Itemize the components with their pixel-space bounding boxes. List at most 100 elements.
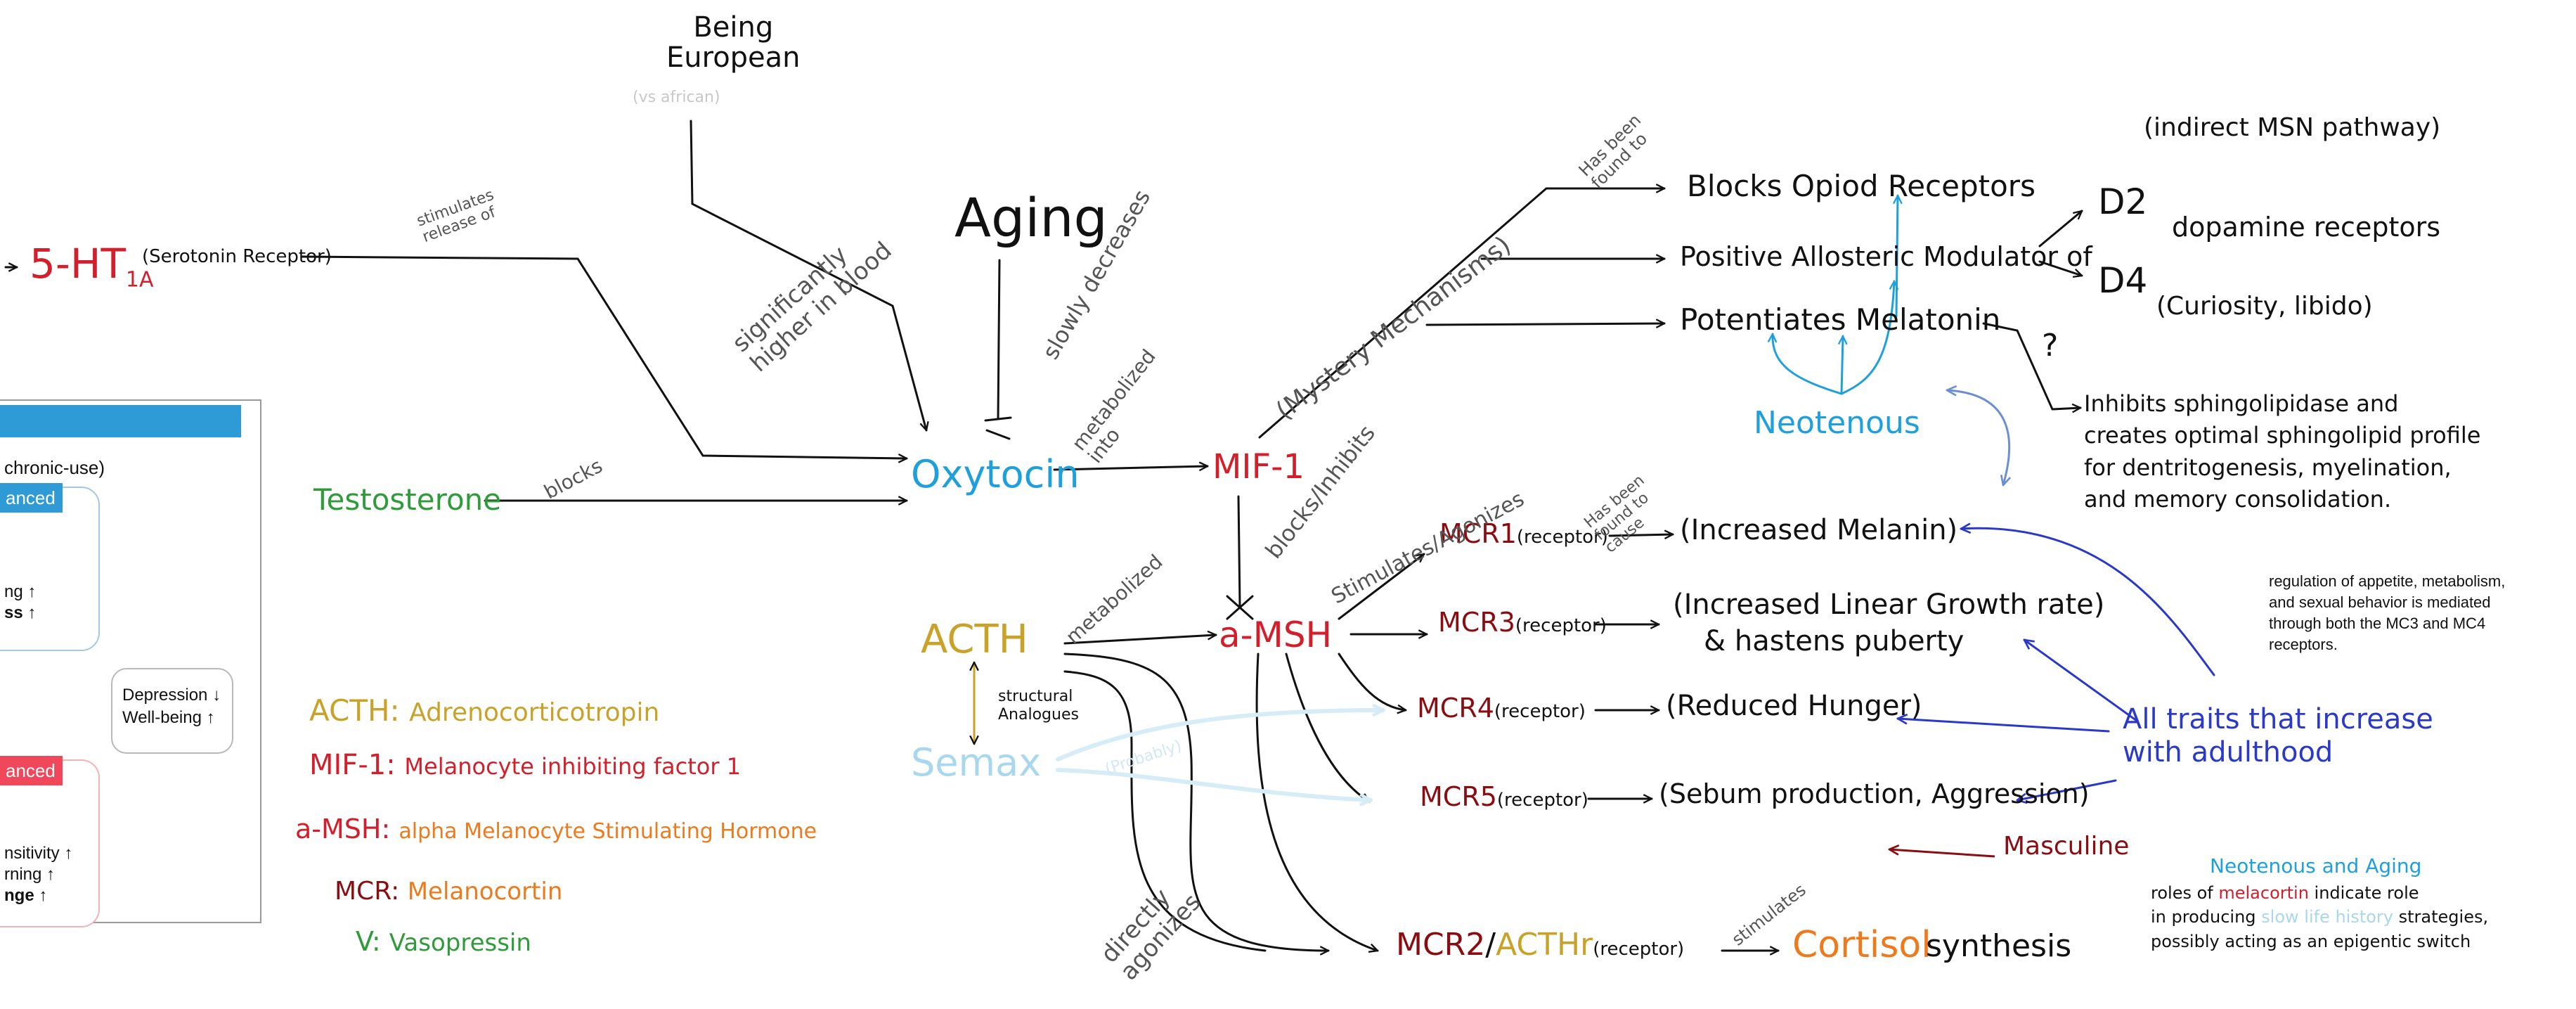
edge-pam-to-d4 — [2038, 260, 2082, 276]
neotenous-aging-note: Neotenous and Aging roles of melacortin … — [2151, 852, 2572, 954]
node-cortisol: Cortisol — [1792, 924, 1931, 966]
node-mcr5-receptor: (receptor) — [1496, 790, 1588, 811]
node-vs-african: (vs african) — [633, 89, 720, 106]
node-mcr3-receptor: (receptor) — [1515, 615, 1607, 636]
neo-aging-line2: in producing slow life history strategie… — [2151, 907, 2489, 927]
inset-bottom-box — [0, 759, 100, 927]
edge-neotenous-to-melatonin-left — [1773, 333, 1843, 395]
inset-header-bar — [0, 405, 241, 437]
node-mcr5-name: MCR5 — [1420, 781, 1497, 812]
node-serotonin-receptor: (Serotonin Receptor) — [142, 246, 332, 267]
node-being-european: Being European — [666, 11, 801, 75]
inset-bottom-line1: nsitivity ↑ — [4, 844, 73, 863]
node-neotenous: Neotenous — [1754, 405, 1920, 441]
label-structural-analogues: structural Analogues — [998, 688, 1079, 724]
node-mcr4-name: MCR4 — [1417, 693, 1494, 724]
edge-mcr1-effect — [1608, 534, 1674, 536]
node-positive-allosteric: Positive Allosteric Modulator of — [1680, 241, 2092, 272]
neo-aging-slow-life: slow life history — [2261, 907, 2393, 927]
node-oxytocin: Oxytocin — [911, 452, 1080, 496]
edge-traits-to-growth — [2024, 640, 2138, 722]
node-testosterone: Testosterone — [313, 482, 502, 517]
neo-aging-title: Neotenous and Aging — [2210, 854, 2422, 878]
node-sebum-aggression: (Sebum production, Aggression) — [1659, 778, 2090, 809]
legend-acth-key: ACTH: — [309, 693, 400, 728]
inset-subtitle: chronic-use) — [4, 457, 105, 478]
inset-badge-bottom: anced — [0, 756, 63, 785]
edge-semax-to-mcr4 — [1056, 710, 1385, 761]
edge-traits-to-sebum — [2017, 779, 2117, 800]
edge-mystery-to-melatonin — [1425, 323, 1666, 325]
edge-traits-to-hunger — [1898, 719, 2110, 733]
node-mcr5: MCR5(receptor) — [1420, 783, 1588, 810]
node-all-traits: All traits that increase with adulthood — [2123, 703, 2433, 769]
inset-bottom-line3: nge ↑ — [4, 886, 48, 905]
node-linear-growth-line1: (Increased Linear Growth rate) — [1673, 589, 2105, 621]
legend-v-value: Vasopressin — [389, 929, 531, 957]
legend-amsh-key: a-MSH: — [295, 814, 391, 844]
node-mcr4: MCR4(receptor) — [1417, 695, 1586, 721]
edge-5ht1a-to-oxytocin — [301, 255, 908, 458]
neo-aging-line1: roles of melacortin indicate role — [2151, 882, 2419, 903]
legend-acth-value: Adrenocorticotropin — [409, 698, 660, 727]
node-mcr2-receptor: (receptor) — [1593, 939, 1685, 960]
edge-aging-to-oxytocin — [997, 259, 1001, 420]
inset-result-line2: Well-being ↑ — [122, 708, 215, 727]
node-increased-melanin: (Increased Melanin) — [1680, 514, 1958, 546]
edge-neotenous-melatonin-link — [1947, 390, 2009, 485]
node-curiosity-libido: (Curiosity, libido) — [2156, 292, 2373, 321]
node-5ht1a-sub: 1A — [125, 267, 154, 293]
node-synthesis: synthesis — [1926, 928, 2072, 964]
edge-neotenous-to-melatonin-mid — [1842, 335, 1843, 395]
edge-amsh-to-mcr4 — [1338, 653, 1406, 710]
node-aging: Aging — [954, 186, 1108, 249]
inset-result-box — [111, 668, 233, 754]
node-blocks-opioid: Blocks Opiod Receptors — [1687, 169, 2035, 203]
edge-acth-to-amsh — [1063, 635, 1216, 645]
legend-amsh-value: alpha Melanocyte Stimulating Hormone — [399, 819, 817, 844]
node-mcr1-name: MCR1 — [1439, 518, 1517, 549]
note-mc3-mc4: regulation of appetite, metabolism, and … — [2269, 572, 2506, 653]
legend-mcr-key: MCR: — [335, 877, 400, 906]
inset-top-line1: ng ↑ — [4, 582, 37, 601]
node-5ht1a-main: 5-HT — [30, 240, 126, 288]
node-acth: ACTH — [921, 617, 1028, 662]
legend-mif1: MIF-1: Melanocyte inhibiting factor 1 — [309, 751, 741, 779]
node-question-mark: ? — [2042, 328, 2059, 364]
node-mcr3-name: MCR3 — [1438, 607, 1515, 638]
node-linear-growth-line2: & hastens puberty — [1704, 625, 1965, 657]
neo-aging-line3: possibly acting as an epigentic switch — [2151, 932, 2471, 952]
edge-acth-semax-loop — [1063, 670, 1267, 952]
node-mcr4-receptor: (receptor) — [1494, 701, 1586, 722]
node-d4: D4 — [2098, 260, 2148, 301]
node-5ht1a: 5-HT1A — [30, 243, 153, 291]
legend-acth: ACTH: Adrenocorticotropin — [309, 696, 659, 726]
inhibit-bar-mif1 — [1226, 595, 1254, 620]
edge-oxytocin-to-mif1 — [1053, 466, 1209, 470]
edge-neotenous-to-pam — [1840, 280, 1894, 395]
node-inhibits-sphingolipidase: Inhibits sphingolipidase and creates opt… — [2084, 390, 2481, 513]
node-dopamine-receptors: dopamine receptors — [2172, 212, 2441, 243]
legend-v: V: Vasopressin — [356, 928, 531, 955]
node-mcr2-acthr: MCR2/ACTHr(receptor) — [1396, 927, 1685, 963]
edge-neotenous-to-opioid — [1896, 194, 1898, 318]
inset-bottom-line2: rning ↑ — [4, 865, 56, 884]
edge-amsh-to-mcr2 — [1255, 653, 1378, 951]
inset-badge-top: anced — [0, 483, 63, 513]
node-mcr3: MCR3(receptor) — [1438, 609, 1607, 636]
edge-traits-to-melanin — [1961, 528, 2215, 676]
edge-mif1-mystery — [1258, 188, 1666, 439]
inset-result-line1: Depression ↓ — [122, 686, 221, 705]
edge-mif1-to-amsh — [1237, 495, 1241, 608]
inset-top-line2: ss ↑ — [4, 603, 37, 622]
inset-figure: chronic-use) anced ng ↑ ss ↑ Depression … — [0, 399, 261, 927]
node-mcr1: MCR1(receptor) — [1439, 520, 1608, 547]
edge-pam-to-d2 — [2038, 211, 2082, 248]
node-semax: Semax — [911, 740, 1042, 785]
edge-european-to-oxytocin — [690, 120, 926, 430]
node-mcr1-receptor: (receptor) — [1516, 527, 1608, 548]
edge-amsh-to-mcr5 — [1285, 653, 1369, 803]
node-indirect-msn: (indirect MSN pathway) — [2144, 113, 2441, 142]
legend-v-key: V: — [356, 926, 381, 957]
legend-mif1-value: Melanocyte inhibiting factor 1 — [404, 753, 742, 780]
